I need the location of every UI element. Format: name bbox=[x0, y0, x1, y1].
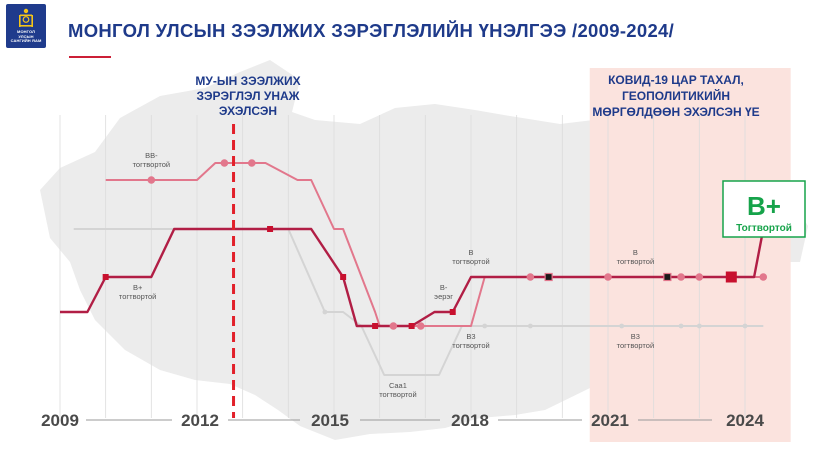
series-line-pink bbox=[105, 162, 764, 327]
title-underline bbox=[69, 56, 111, 58]
marker-dark-14 bbox=[408, 323, 415, 329]
outlook-text: тогтвортой bbox=[379, 390, 416, 399]
rating-text: B3 bbox=[631, 332, 640, 341]
year-tick-2009: 2009 bbox=[41, 411, 79, 430]
rating-text: Caa1 bbox=[389, 381, 407, 390]
rating-text: BB- bbox=[145, 151, 158, 160]
ministry-logo: МОНГОЛ УЛСЫН САНГИЙН ЯАМ bbox=[6, 4, 46, 48]
rating-text: B3 bbox=[466, 332, 475, 341]
year-tick-2021: 2021 bbox=[591, 411, 629, 430]
marker-pink-6 bbox=[604, 273, 612, 281]
rating-drop-text-1: ЗЭРЭГЛЭЛ УНАЖ bbox=[197, 89, 300, 103]
logo-text: МОНГОЛ УЛСЫН САНГИЙН ЯАМ bbox=[10, 29, 42, 44]
year-tick-2024: 2024 bbox=[726, 411, 764, 430]
marker-gray-24 bbox=[696, 323, 702, 329]
marker-pink-2 bbox=[248, 159, 256, 167]
marker-dark-13 bbox=[372, 323, 379, 329]
year-gridlines bbox=[59, 115, 746, 418]
covid-text-1: ГЕОПОЛИТИКИЙН bbox=[622, 88, 730, 103]
covid-text-2: МӨРГӨЛДӨӨН ЭХЭЛСЭН ҮЕ bbox=[592, 105, 759, 119]
soyombo-emblem-icon bbox=[19, 8, 33, 27]
year-tick-2012: 2012 bbox=[181, 411, 219, 430]
marker-gray-23 bbox=[678, 323, 684, 329]
marker-gray-22 bbox=[619, 323, 625, 329]
marker-dark-black-0 bbox=[544, 272, 553, 282]
marker-dark-12 bbox=[340, 274, 347, 280]
current-rating-value: B+ bbox=[747, 191, 781, 221]
outlook-text: тогтвортой bbox=[452, 257, 489, 266]
covid-text-0: КОВИД-19 ЦАР ТАХАЛ, bbox=[608, 73, 744, 87]
page-title: МОНГОЛ УЛСЫН ЗЭЭЛЖИХ ЗЭРЭГЛЭЛИЙН ҮНЭЛГЭЭ… bbox=[68, 20, 675, 41]
rating-drop-text-2: ЭХЭЛСЭН bbox=[219, 104, 277, 118]
year-tick-2018: 2018 bbox=[451, 411, 489, 430]
marker-pink-9 bbox=[759, 273, 768, 281]
outlook-text: тогтвортой bbox=[133, 160, 170, 169]
rating-drop-text-0: МУ-ЫН ЗЭЭЛЖИХ bbox=[195, 74, 300, 88]
year-tick-2015: 2015 bbox=[311, 411, 349, 430]
marker-pink-5 bbox=[526, 273, 535, 281]
rating-label-1: B+тогтвортой bbox=[119, 283, 156, 301]
rating-text: B bbox=[633, 248, 638, 257]
covid-period-band bbox=[589, 68, 791, 442]
marker-gray-25 bbox=[742, 323, 748, 329]
marker-pink-3 bbox=[389, 322, 398, 330]
current-rating-border bbox=[722, 180, 806, 238]
marker-gray-21 bbox=[527, 323, 533, 329]
series-line-dark bbox=[60, 227, 765, 328]
covid-band-rect bbox=[589, 68, 791, 442]
rating-text: B bbox=[468, 248, 473, 257]
rating-label-3: B-эерэг bbox=[434, 283, 453, 301]
current-rating-box: B+ Тогтвортой bbox=[722, 180, 806, 238]
rating-labels: BB-тогтвортойB+тогтвортойCaa1тогтвортойB… bbox=[119, 151, 654, 399]
marker-pink-0 bbox=[147, 176, 156, 184]
marker-gray-19 bbox=[322, 309, 328, 315]
marker-pink-7 bbox=[677, 273, 685, 281]
outlook-text: тогтвортой bbox=[617, 257, 654, 266]
outlook-text: тогтвортой bbox=[452, 341, 489, 350]
outlook-text: эерэг bbox=[434, 292, 453, 301]
rating-text: B- bbox=[440, 283, 448, 292]
outlook-text: тогтвортой bbox=[119, 292, 156, 301]
marker-dark-10 bbox=[102, 274, 109, 280]
rating-markers bbox=[102, 159, 768, 330]
marker-dark-black-1 bbox=[663, 272, 672, 282]
current-rating-outlook: Тогтвортой bbox=[736, 223, 792, 234]
year-axis: 2009 2012 2015 2018 2021 2024 bbox=[41, 411, 764, 430]
rating-label-0: BB-тогтвортой bbox=[133, 151, 170, 169]
marker-dark-18 bbox=[725, 271, 737, 283]
marker-gray-20 bbox=[482, 323, 488, 329]
rating-text: B+ bbox=[133, 283, 143, 292]
marker-dark-11 bbox=[267, 226, 274, 232]
marker-pink-1 bbox=[220, 159, 229, 167]
marker-dark-15 bbox=[449, 309, 456, 315]
marker-pink-8 bbox=[695, 273, 704, 281]
marker-pink-4 bbox=[416, 322, 425, 330]
outlook-text: тогтвортой bbox=[617, 341, 654, 350]
